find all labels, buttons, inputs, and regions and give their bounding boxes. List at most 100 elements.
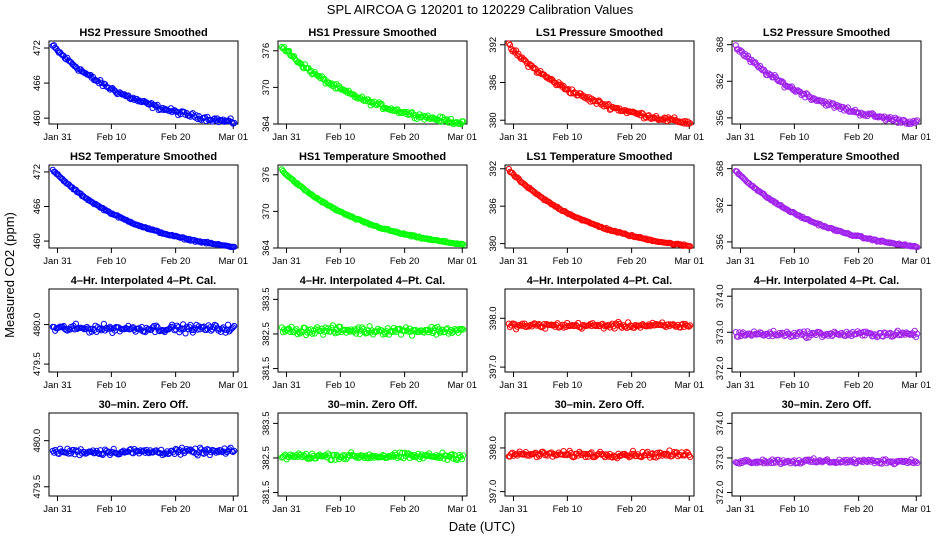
data-point (99, 451, 106, 458)
data-point (65, 450, 72, 457)
x-tick-label: Jan 31 (499, 380, 528, 391)
data-point (460, 241, 467, 248)
plot-frame (504, 288, 695, 373)
x-tick-label: Feb 10 (553, 256, 583, 267)
data-point (353, 454, 360, 461)
x-tick-label: Feb 20 (390, 380, 420, 391)
chart-panel: 30–min. Zero Off. Jan 31 Feb 10 Feb 20 Mar 0… (261, 399, 477, 515)
data-point (429, 329, 436, 337)
panel-title: LS2 Temperature Smoothed (754, 151, 900, 163)
panel-title: 30–min. Zero Off. (782, 399, 872, 411)
y-tick-label: 381.5 (261, 481, 272, 505)
y-tick-label: 368 (715, 161, 726, 177)
x-tick-label: Feb 10 (780, 132, 810, 143)
x-tick-label: Feb 10 (326, 256, 356, 267)
x-tick-label: Jan 31 (726, 256, 755, 267)
y-tick-label: 466 (32, 75, 43, 91)
x-tick-label: Mar 01 (674, 132, 704, 143)
data-point (786, 83, 793, 90)
x-tick-label: Feb 10 (326, 504, 356, 515)
data-point (866, 457, 873, 464)
x-tick-label: Mar 01 (447, 380, 477, 391)
chart-panel: 4–Hr. Interpolated 4–Pt. Cal. Jan 31 Feb 1… (715, 275, 931, 391)
chart-panel: 30–min. Zero Off. Jan 31 Feb 10 Feb 20 Mar 0… (715, 399, 931, 515)
x-tick-label: Feb 10 (553, 380, 583, 391)
data-point (173, 322, 181, 329)
panel-title: LS1 Temperature Smoothed (527, 151, 673, 163)
panel-title: 4–Hr. Interpolated 4–Pt. Cal. (754, 275, 900, 287)
data-point (430, 115, 438, 122)
data-point (356, 331, 363, 338)
y-tick-label: 382.5 (261, 446, 272, 470)
y-tick-label: 472 (32, 164, 43, 180)
y-tick-label: 397.0 (488, 355, 499, 379)
x-tick-label: Feb 10 (97, 504, 127, 515)
data-point (409, 109, 416, 116)
x-tick-label: Jan 31 (272, 132, 301, 143)
data-point (914, 459, 921, 467)
x-tick-label: Feb 20 (390, 256, 420, 267)
y-tick-label: 398.0 (488, 436, 499, 460)
data-point (687, 453, 694, 461)
data-series (49, 444, 238, 459)
data-point (87, 325, 94, 332)
y-tick-label: 356 (715, 110, 726, 126)
plot-frame (731, 288, 922, 373)
x-tick-label: Feb 10 (97, 256, 127, 267)
y-tick-label: 364 (261, 116, 272, 132)
data-point (531, 64, 538, 72)
panel-title: HS1 Pressure Smoothed (308, 27, 436, 39)
data-series (505, 447, 694, 462)
y-tick-label: 460 (32, 110, 43, 126)
chart-panel: 4–Hr. Interpolated 4–Pt. Cal. Jan 31 Feb 1… (32, 275, 248, 391)
x-tick-label: Mar 01 (447, 504, 477, 515)
data-point (685, 323, 693, 330)
data-point (437, 454, 444, 462)
data-point (506, 41, 514, 49)
plot-frame (504, 40, 695, 125)
data-point (286, 47, 293, 55)
data-point (231, 447, 238, 454)
data-point (409, 232, 416, 239)
data-series (278, 166, 467, 248)
chart-panel: 30–min. Zero Off. Jan 31 Feb 10 Feb 20 Mar 0… (488, 399, 704, 515)
x-tick-label: Jan 31 (499, 256, 528, 267)
plot-frame (48, 164, 239, 249)
plot-frame (48, 288, 239, 373)
panel-title: HS2 Pressure Smoothed (79, 27, 207, 39)
data-point (803, 334, 810, 341)
panel-title: 30–min. Zero Off. (99, 399, 189, 411)
data-point (629, 447, 637, 454)
data-point (152, 102, 159, 109)
panel-title: 4–Hr. Interpolated 4–Pt. Cal. (71, 275, 217, 287)
x-tick-label: Mar 01 (674, 256, 704, 267)
x-tick-label: Feb 20 (617, 504, 647, 515)
data-point (912, 334, 920, 341)
data-point (231, 119, 238, 127)
data-point (447, 115, 455, 123)
data-series (505, 318, 694, 333)
y-tick-label: 373.0 (715, 320, 726, 344)
y-tick-label: 392 (488, 161, 499, 177)
x-tick-label: Mar 01 (447, 256, 477, 267)
x-tick-label: Feb 20 (390, 504, 420, 515)
data-point (231, 243, 238, 250)
chart-panel: LS1 Temperature Smoothed Jan 31 Feb 10 Feb … (488, 151, 704, 267)
y-tick-label: 386 (488, 75, 499, 91)
data-point (460, 326, 467, 333)
y-tick-label: 480.0 (32, 313, 43, 337)
data-point (687, 120, 694, 127)
data-point (505, 40, 512, 47)
x-tick-label: Feb 20 (844, 256, 874, 267)
data-point (912, 118, 920, 125)
data-point (776, 329, 783, 337)
data-series (49, 42, 238, 127)
data-point (458, 456, 466, 463)
x-tick-label: Feb 10 (780, 256, 810, 267)
data-point (842, 459, 849, 466)
x-tick-label: Feb 20 (617, 132, 647, 143)
x-tick-label: Feb 20 (390, 132, 420, 143)
data-point (522, 323, 529, 331)
x-tick-label: Feb 20 (617, 256, 647, 267)
x-tick-label: Mar 01 (901, 132, 931, 143)
